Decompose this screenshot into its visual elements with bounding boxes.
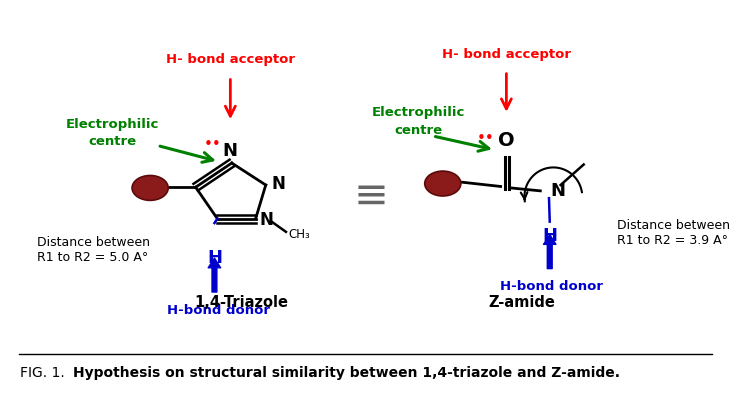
Text: O: O xyxy=(498,131,515,150)
Text: CH₃: CH₃ xyxy=(289,228,310,241)
Text: FIG. 1.: FIG. 1. xyxy=(20,366,69,380)
Text: N: N xyxy=(223,142,238,160)
Text: H- bond acceptor: H- bond acceptor xyxy=(166,53,295,67)
Text: Electrophilic: Electrophilic xyxy=(66,118,159,131)
Text: H- bond acceptor: H- bond acceptor xyxy=(442,48,571,60)
Text: H: H xyxy=(207,249,222,268)
Text: centre: centre xyxy=(394,124,442,137)
Ellipse shape xyxy=(425,171,461,196)
Text: $\equiv$: $\equiv$ xyxy=(345,173,386,215)
Text: H-bond donor: H-bond donor xyxy=(500,280,602,293)
Text: N: N xyxy=(550,182,565,200)
Text: Distance between
R1 to R2 = 5.0 A°: Distance between R1 to R2 = 5.0 A° xyxy=(37,236,149,264)
Text: ••: •• xyxy=(476,132,495,146)
Text: 1,4-Triazole: 1,4-Triazole xyxy=(194,295,288,310)
Text: ••: •• xyxy=(203,136,221,152)
Text: N: N xyxy=(260,211,274,229)
Text: Electrophilic: Electrophilic xyxy=(371,106,465,119)
Text: H-bond donor: H-bond donor xyxy=(167,304,270,316)
Text: centre: centre xyxy=(88,135,137,148)
Text: N: N xyxy=(272,175,285,192)
Text: H: H xyxy=(542,227,557,245)
Ellipse shape xyxy=(132,175,168,201)
Text: Hypothesis on structural similarity between 1,4-triazole and Z-amide.: Hypothesis on structural similarity betw… xyxy=(72,366,620,380)
Text: Distance between
R1 to R2 = 3.9 A°: Distance between R1 to R2 = 3.9 A° xyxy=(617,219,730,247)
Text: Z-amide: Z-amide xyxy=(488,295,556,310)
